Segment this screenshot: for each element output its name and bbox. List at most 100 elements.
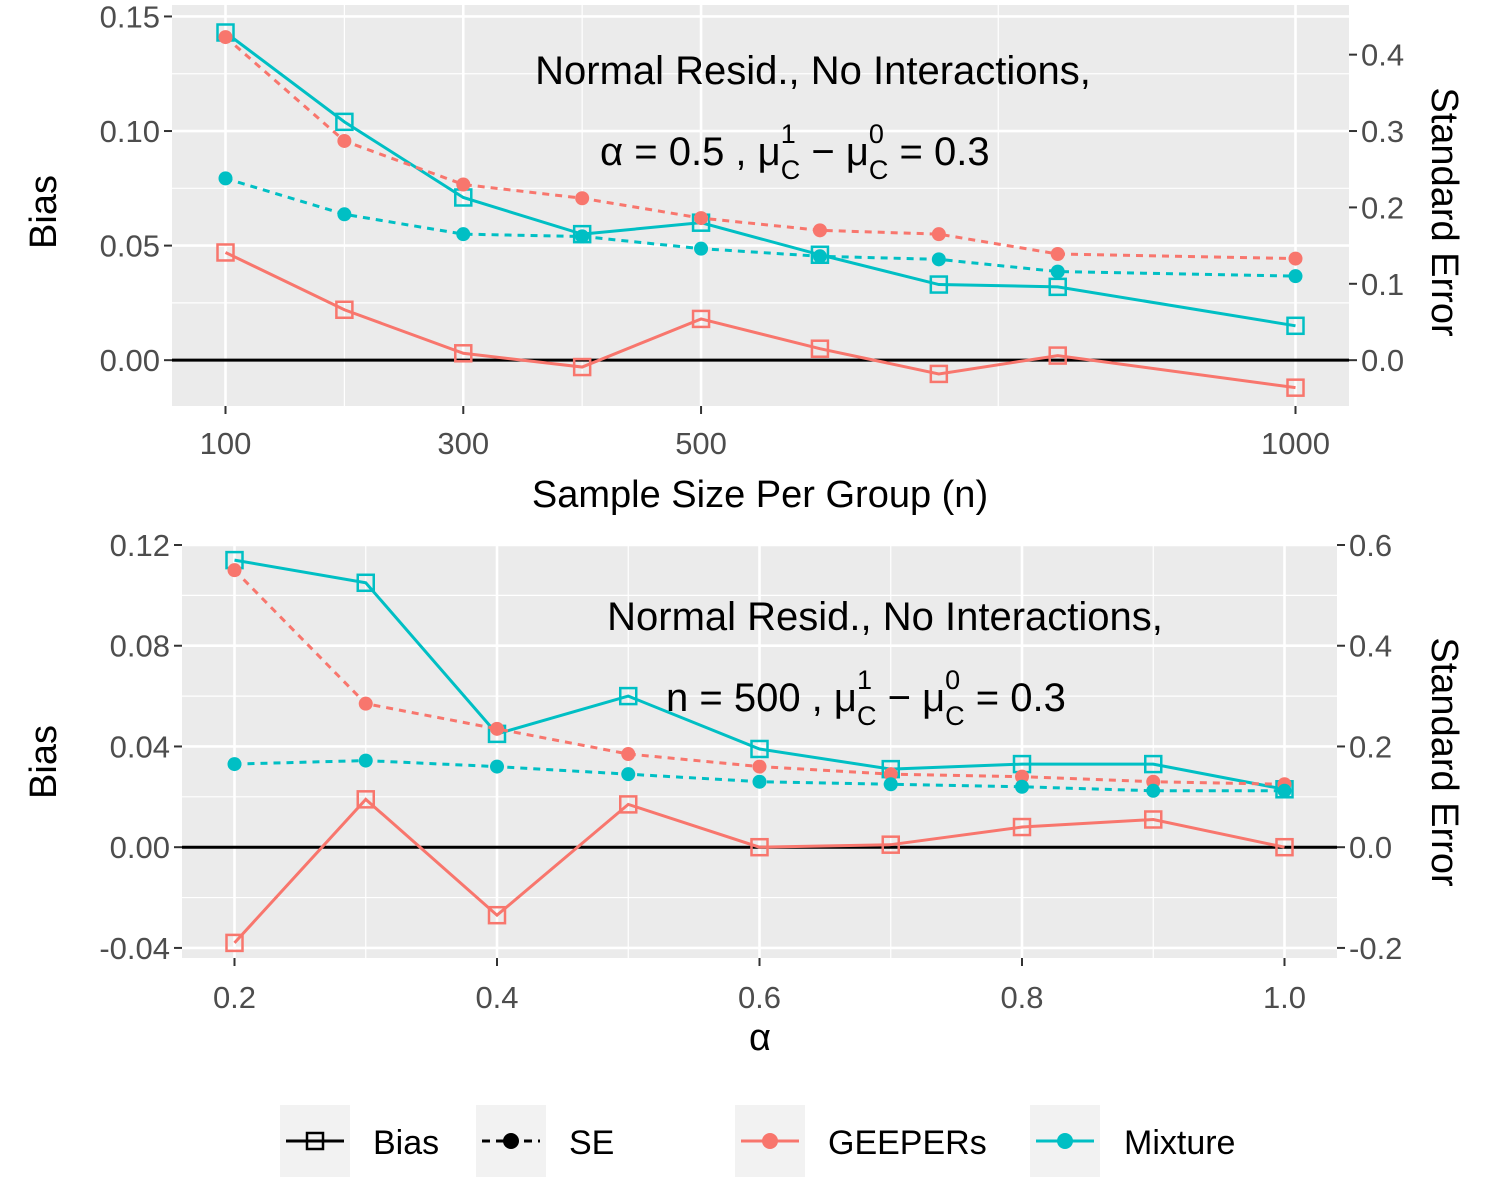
bottom-right-tick-label: 0.0: [1349, 830, 1392, 865]
bottom-geepers-bias-point: [1012, 817, 1032, 837]
bottom-mixture-se-point: [1277, 783, 1292, 798]
top-right-tick-label: 0.4: [1361, 38, 1404, 73]
legend-label-se: SE: [569, 1124, 614, 1162]
top-geepers-bias-point: [1286, 378, 1305, 397]
bottom-mixture-bias-line: [234, 558, 1285, 791]
top-right-tick-label: 0.0: [1361, 343, 1404, 378]
top-mixture-se-point: [575, 229, 590, 244]
bottom-axes: -0.04 0.00 0.04 0.08 0.12 -0.2 0.0 0.2 0.4 0.6 0.2…: [99, 528, 1402, 1015]
legend-square-marker: [305, 1131, 325, 1151]
bottom-geepers-bias-point: [1275, 837, 1294, 857]
bottom-right-axis-title: Standard Error: [1423, 637, 1465, 887]
bottom-geepers-bias-line: [233, 797, 1285, 944]
top-geepers-se-point: [1288, 251, 1303, 266]
top-mixture-bias-point: [335, 112, 354, 132]
bottom-chart: -0.04 0.00 0.04 0.08 0.12 -0.2 0.0 0.2 0.4 0.6 0.2…: [23, 528, 1465, 1059]
bottom-right-tick-label: -0.2: [1349, 931, 1402, 966]
top-x-tick-label: 100: [200, 426, 252, 461]
top-geepers-bias-point: [216, 243, 235, 262]
bottom-left-tick-label: 0.08: [110, 629, 170, 664]
top-right-axis-title: Standard Error: [1423, 87, 1465, 337]
top-mixture-se-point: [337, 207, 352, 222]
bottom-mixture-bias-point: [356, 573, 375, 593]
top-chart: 0.00 0.05 0.10 0.15 0.0 0.1 0.2 0.3 0.4 100 300 500…: [23, 0, 1465, 516]
bottom-geepers-se-point: [752, 759, 767, 774]
bottom-geepers-se-point: [358, 696, 373, 711]
top-mixture-se-point: [931, 252, 946, 267]
bottom-geepers-bias-point: [225, 933, 244, 953]
legend-circle-marker: [503, 1133, 519, 1149]
top-x-tick-label: 300: [437, 426, 489, 461]
legend-item-mixture: Mixture: [1030, 1105, 1235, 1177]
top-right-tick-label: 0.3: [1361, 114, 1404, 149]
top-geepers-bias-point: [929, 364, 949, 384]
top-panel-background: [172, 5, 1349, 406]
top-left-tick-label: 0.15: [100, 0, 160, 34]
bottom-title-line1: Normal Resid., No Interactions,: [607, 595, 1163, 639]
top-geepers-se-point: [812, 223, 827, 238]
top-geepers-se-point: [337, 133, 352, 148]
top-left-tick-label: 0.00: [100, 343, 160, 378]
top-series: [216, 23, 1305, 397]
bottom-mixture-bias-point: [619, 686, 638, 706]
top-right-tick-label: 0.1: [1361, 267, 1404, 302]
bottom-geepers-bias-point: [1144, 810, 1163, 829]
top-mixture-bias-point: [1286, 316, 1305, 336]
top-mixture-se-point: [218, 171, 233, 186]
legend-marker-mixture: [1057, 1133, 1073, 1149]
top-geepers-bias-point: [335, 300, 354, 320]
top-geepers-bias-point: [691, 309, 711, 329]
bottom-mixture-bias-point: [750, 739, 769, 759]
bottom-geepers-se-point: [227, 563, 242, 578]
top-geepers-bias-point: [1048, 346, 1067, 365]
bottom-left-tick-label: 0.00: [110, 830, 170, 865]
top-mixture-bias-point: [1048, 277, 1067, 297]
legend-item-geepers: GEEPERs: [735, 1105, 987, 1177]
bottom-left-axis-title: Bias: [23, 725, 65, 799]
bottom-geepers-bias-point: [750, 837, 769, 857]
bottom-mixture-se-point: [752, 774, 767, 789]
top-mixture-bias-point: [929, 275, 949, 294]
bottom-x-tick-label: 0.4: [475, 980, 518, 1015]
bottom-right-tick-label: 0.6: [1349, 528, 1392, 563]
bottom-geepers-bias-point: [487, 905, 507, 925]
legend-marker-geepers: [762, 1133, 778, 1149]
bottom-x-tick-label: 0.2: [213, 980, 256, 1015]
top-geepers-se-point: [575, 191, 590, 206]
bottom-left-tick-label: 0.04: [110, 729, 170, 764]
legend-label-geepers: GEEPERs: [828, 1124, 987, 1162]
top-geepers-bias-point: [454, 344, 473, 363]
top-left-axis-title: Bias: [23, 175, 65, 249]
top-axes: 0.00 0.05 0.10 0.15 0.0 0.1 0.2 0.3 0.4 100 300 500…: [100, 0, 1404, 461]
bottom-geepers-bias-point: [881, 835, 900, 854]
bottom-mixture-se-point: [621, 767, 636, 782]
bottom-right-tick-label: 0.4: [1349, 629, 1392, 664]
bottom-mixture-se-point: [490, 759, 504, 774]
top-mixture-se-point: [812, 249, 827, 264]
top-geepers-bias-line: [224, 251, 1296, 390]
bottom-mixture-se-point: [358, 753, 373, 768]
top-x-tick-label: 500: [675, 426, 727, 461]
bottom-geepers-se-point: [621, 747, 636, 762]
bottom-geepers-bias-point: [356, 790, 375, 809]
bottom-mixture-se-point: [883, 777, 898, 792]
legend: Bias SE GEEPERs Mixture: [280, 1105, 1235, 1177]
legend-label-mixture: Mixture: [1124, 1124, 1235, 1162]
legend-item-se: SE: [476, 1105, 614, 1177]
legend-label-bias: Bias: [373, 1124, 439, 1162]
top-left-tick-label: 0.10: [100, 114, 160, 149]
bottom-left-tick-label: 0.12: [110, 528, 170, 563]
bottom-x-tick-label: 0.6: [738, 980, 781, 1015]
top-mixture-se-point: [1288, 269, 1303, 284]
top-geepers-se-point: [931, 227, 946, 242]
bottom-left-tick-label: -0.04: [99, 931, 170, 966]
bottom-geepers-se-point: [1015, 769, 1029, 784]
bottom-series: [225, 550, 1294, 953]
top-left-tick-label: 0.05: [100, 229, 160, 264]
top-x-tick-label: 1000: [1261, 426, 1330, 461]
top-title-line2: α = 0.5 , μ1 C − μ0 C = 0.3: [600, 119, 990, 185]
top-geepers-se-point: [456, 177, 471, 192]
top-right-tick-label: 0.2: [1361, 190, 1404, 225]
bottom-geepers-se-point: [883, 767, 898, 782]
